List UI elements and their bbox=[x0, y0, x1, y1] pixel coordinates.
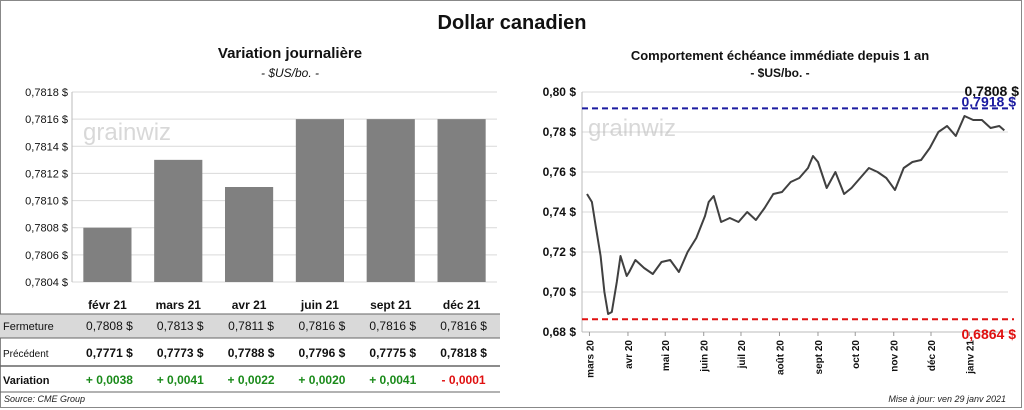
update-note: Mise à jour: ven 29 janv 2021 bbox=[888, 394, 1006, 404]
left-y-tick-label: 0,7812 $ bbox=[25, 168, 68, 180]
left-chart-title: Variation journalière bbox=[217, 45, 363, 62]
bar bbox=[83, 227, 132, 282]
table-cell: 0,7771 $ bbox=[86, 346, 133, 360]
bar bbox=[366, 119, 415, 283]
left-x-tick-label: mars 21 bbox=[156, 298, 202, 312]
table-cell: + 0,0022 bbox=[228, 373, 275, 387]
left-x-tick-label: févr 21 bbox=[88, 298, 127, 312]
left-x-tick-labels: févr 21 mars 21 avr 21 juin 21 sept 21 déc 21 bbox=[88, 298, 481, 312]
right-chart-title: Comportement échéance immédiate depuis 1… bbox=[630, 48, 930, 63]
right-y-tick-label: 0,70 $ bbox=[543, 285, 577, 299]
right-y-tick-label: 0,72 $ bbox=[543, 245, 577, 259]
right-y-tick-label: 0,76 $ bbox=[543, 165, 577, 179]
data-table: Fermeture 0,7808 $ 0,7813 $ 0,7811 $ 0,7816 … bbox=[0, 313, 500, 393]
left-y-tick-labels: 0,7804 $ 0,7806 $ 0,7808 $ 0,7810 $ 0,7812 $… bbox=[25, 87, 68, 289]
table-cell: + 0,0020 bbox=[298, 373, 345, 387]
table-cell: 0,7775 $ bbox=[369, 346, 416, 360]
left-y-tick-label: 0,7804 $ bbox=[25, 277, 68, 289]
right-x-tick-label: sept 20 bbox=[814, 340, 825, 375]
right-chart-subtitle: - $US/bo. - bbox=[750, 66, 810, 80]
left-y-tick-label: 0,7810 $ bbox=[25, 196, 68, 208]
right-x-tick-label: mars 20 bbox=[585, 340, 596, 378]
left-x-tick-label: juin 21 bbox=[300, 298, 339, 312]
bar bbox=[225, 187, 274, 282]
watermark-logo: grainwiz bbox=[83, 119, 171, 146]
bar bbox=[437, 119, 486, 283]
left-chart-subtitle: - $US/bo. - bbox=[260, 66, 320, 80]
right-x-tick-label: oct 20 bbox=[851, 340, 862, 369]
watermarks: grainwiz grainwiz bbox=[83, 115, 676, 146]
right-x-tick-label: juin 20 bbox=[700, 340, 711, 373]
left-x-tick-label: sept 21 bbox=[370, 298, 412, 312]
max-value-label: 0,7918 $ bbox=[962, 93, 1017, 109]
left-y-tick-label: 0,7806 $ bbox=[25, 250, 68, 262]
right-x-tick-label: juil 20 bbox=[737, 340, 748, 370]
right-x-tick-label: mai 20 bbox=[661, 340, 672, 372]
right-y-tick-labels: 0,68 $ 0,70 $ 0,72 $ 0,74 $ 0,76 $ 0,78 $ 0,80… bbox=[543, 85, 577, 339]
table-cell: 0,7816 $ bbox=[369, 319, 416, 333]
reference-lines: 0,7808 $0,7918 $ 0,6864 $ bbox=[582, 83, 1019, 342]
right-x-tick-label: janv 21 bbox=[965, 340, 976, 375]
table-row-label: Précédent bbox=[3, 349, 49, 360]
table-cell: 0,7796 $ bbox=[299, 346, 346, 360]
source-note: Source: CME Group bbox=[4, 394, 86, 404]
table-cell: - 0,0001 bbox=[442, 373, 486, 387]
table-row-label: Variation bbox=[3, 375, 50, 387]
bar bbox=[295, 119, 344, 283]
right-x-tick-label: août 20 bbox=[775, 340, 786, 375]
left-y-tick-label: 0,7818 $ bbox=[25, 87, 68, 99]
price-series bbox=[586, 115, 1005, 315]
table-cell: 0,7773 $ bbox=[157, 346, 204, 360]
last-value-label: 0,7808 $ bbox=[965, 83, 1020, 99]
table-cell: 0,7811 $ bbox=[228, 319, 274, 333]
right-y-tick-label: 0,74 $ bbox=[543, 205, 577, 219]
table-cell: 0,7818 $ bbox=[440, 346, 487, 360]
table-row-label: Fermeture bbox=[3, 321, 54, 333]
right-x-tick-label: nov 20 bbox=[890, 340, 901, 372]
left-y-tick-label: 0,7814 $ bbox=[25, 141, 68, 153]
table-cell: 0,7808 $ bbox=[86, 319, 133, 333]
right-y-tick-label: 0,80 $ bbox=[543, 85, 577, 99]
table-cell: 0,7816 $ bbox=[440, 319, 487, 333]
left-y-tick-label: 0,7816 $ bbox=[25, 114, 68, 126]
left-x-tick-label: avr 21 bbox=[232, 298, 267, 312]
table-cell: + 0,0041 bbox=[157, 373, 204, 387]
price-line bbox=[586, 115, 1005, 315]
min-value-label: 0,6864 $ bbox=[962, 326, 1017, 342]
table-cell: 0,7813 $ bbox=[157, 319, 204, 333]
bar bbox=[154, 159, 203, 282]
table-cell: 0,7788 $ bbox=[228, 346, 275, 360]
table-row-shade bbox=[0, 314, 500, 338]
right-y-tick-label: 0,78 $ bbox=[543, 125, 577, 139]
right-y-tick-label: 0,68 $ bbox=[543, 325, 577, 339]
left-y-tick-label: 0,7808 $ bbox=[25, 223, 68, 235]
left-grid bbox=[71, 91, 497, 283]
left-bars bbox=[83, 119, 486, 283]
right-x-tick-label: déc 20 bbox=[927, 340, 938, 372]
right-x-tick-labels: mars 20 avr 20 mai 20 juin 20 juil 20 août 20… bbox=[585, 340, 976, 378]
watermark-logo: grainwiz bbox=[588, 115, 676, 142]
table-cell: + 0,0041 bbox=[369, 373, 416, 387]
right-grid bbox=[581, 91, 1008, 336]
page-title: Dollar canadien bbox=[437, 12, 587, 34]
right-x-tick-label: avr 20 bbox=[624, 340, 635, 369]
left-x-tick-label: déc 21 bbox=[443, 298, 481, 312]
table-cell: 0,7816 $ bbox=[299, 319, 346, 333]
table-cell: + 0,0038 bbox=[86, 373, 133, 387]
